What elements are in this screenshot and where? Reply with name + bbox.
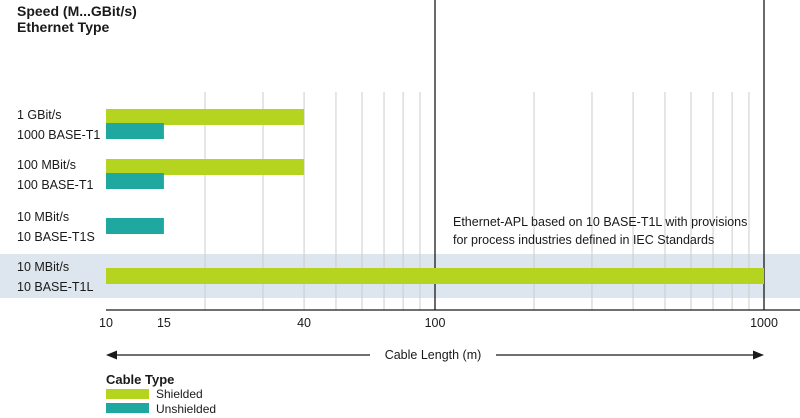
category-label-0-line2: 1000 BASE-T1 [17,128,100,142]
bar-unshielded-0 [106,123,164,139]
bar-unshielded-2 [106,218,164,234]
bar-unshielded-1 [106,173,164,189]
bar-shielded-0 [106,109,305,125]
x-tick-label-1000: 1000 [750,316,778,330]
x-tick-label-40: 40 [297,316,311,330]
bars [106,109,764,284]
category-label-2-line2: 10 BASE-T1S [17,230,95,244]
category-label-1-line1: 100 MBit/s [17,158,76,172]
x-tick-label-100: 100 [425,316,446,330]
category-labels: 1 GBit/s 1000 BASE-T1 100 MBit/s 100 BASE-T… [17,108,100,294]
category-label-2-line1: 10 MBit/s [17,210,69,224]
category-label-3-line2: 10 BASE-T1L [17,280,93,294]
y-axis-title-speed: Speed (M...GBit/s) [17,3,137,19]
category-label-3-line1: 10 MBit/s [17,260,69,274]
legend-label-unshielded: Unshielded [156,402,216,416]
arrow-head-left [106,350,117,360]
x-axis-arrow: Cable Length (m) [106,348,764,362]
x-axis-label: Cable Length (m) [385,348,482,362]
legend-label-shielded: Shielded [156,387,203,401]
arrow-head-right [753,350,764,360]
legend-swatch-unshielded [106,403,149,413]
x-tick-labels: 10 15 40 100 1000 [99,316,778,330]
apl-annotation-line1: Ethernet-APL based on 10 BASE-T1L with p… [453,215,747,229]
bar-shielded-3 [106,268,764,284]
x-tick-label-15: 15 [157,316,171,330]
legend-title: Cable Type [106,372,174,387]
x-tick-label-10: 10 [99,316,113,330]
apl-annotation-line2: for process industries defined in IEC St… [453,233,714,247]
legend-swatch-shielded [106,389,149,399]
y-axis-title-ethernet-type: Ethernet Type [17,19,110,35]
bar-shielded-1 [106,159,305,175]
category-label-1-line2: 100 BASE-T1 [17,178,93,192]
category-label-0-line1: 1 GBit/s [17,108,61,122]
legend: Cable Type Shielded Unshielded [106,372,216,416]
